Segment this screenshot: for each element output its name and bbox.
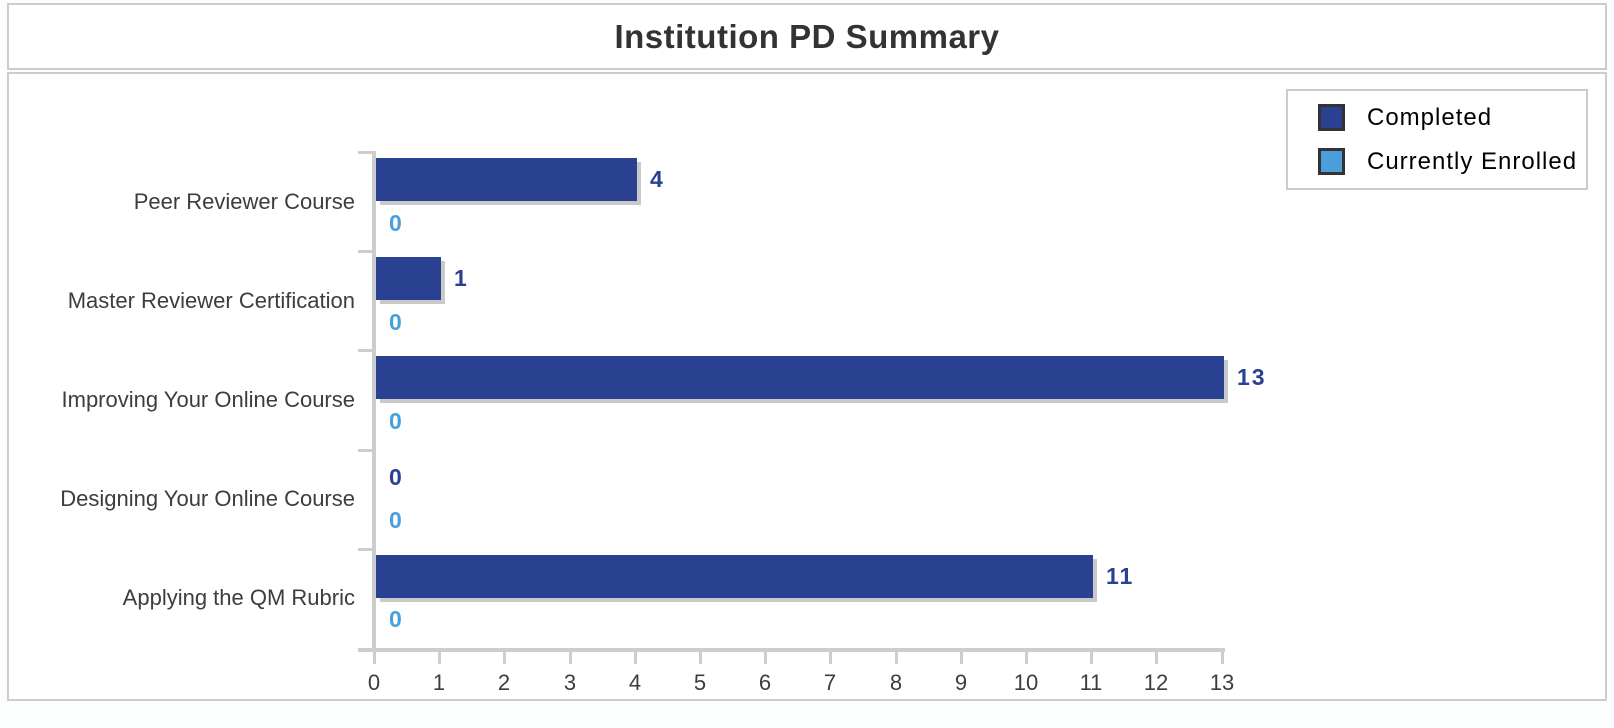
legend-item-completed: Completed — [1318, 103, 1586, 133]
x-tick — [1025, 648, 1028, 664]
x-tick — [634, 648, 637, 664]
bar-completed — [376, 257, 441, 300]
chart-panel: Peer Reviewer Course 4 0 Master Reviewer Ce… — [7, 72, 1607, 701]
y-tick — [358, 548, 376, 551]
legend-label: Currently Enrolled — [1367, 147, 1578, 175]
x-tick-label: 0 — [367, 670, 381, 695]
legend-label: Completed — [1367, 103, 1493, 131]
value-label-currently-enrolled: 0 — [389, 507, 404, 533]
value-label-completed: 0 — [389, 464, 404, 490]
x-tick-label: 9 — [954, 670, 968, 695]
value-label-currently-enrolled: 0 — [389, 408, 404, 434]
x-tick — [764, 648, 767, 664]
x-tick — [569, 648, 572, 664]
legend-item-currently-enrolled: Currently Enrolled — [1318, 147, 1586, 177]
x-tick — [699, 648, 702, 664]
x-tick-label: 3 — [563, 670, 577, 695]
value-label-completed: 13 — [1237, 364, 1267, 390]
category-label: Master Reviewer Certification — [67, 287, 355, 313]
legend-swatch-currently-enrolled — [1318, 148, 1345, 175]
x-tick-label: 7 — [823, 670, 837, 695]
x-tick-label: 10 — [1013, 670, 1039, 695]
x-tick-label: 5 — [693, 670, 707, 695]
category-label: Peer Reviewer Course — [133, 188, 355, 214]
bar-completed — [376, 158, 637, 201]
x-tick — [829, 648, 832, 664]
x-tick-label: 13 — [1209, 670, 1235, 695]
x-tick-label: 12 — [1143, 670, 1169, 695]
bar-completed — [376, 555, 1093, 598]
y-tick — [358, 250, 376, 253]
x-tick — [1221, 648, 1224, 664]
chart-area: Peer Reviewer Course 4 0 Master Reviewer Ce… — [9, 74, 1605, 699]
value-label-completed: 4 — [650, 166, 665, 192]
value-label-currently-enrolled: 0 — [389, 606, 404, 632]
x-axis-line — [358, 648, 1225, 652]
x-tick — [960, 648, 963, 664]
x-tick-label: 4 — [628, 670, 642, 695]
y-axis-line — [372, 152, 376, 648]
x-tick-label: 6 — [758, 670, 772, 695]
chart-title: Institution PD Summary — [614, 17, 1000, 55]
value-label-currently-enrolled: 0 — [389, 309, 404, 335]
x-tick — [1090, 648, 1093, 664]
category-label: Applying the QM Rubric — [122, 585, 355, 611]
legend: Completed Currently Enrolled — [1286, 89, 1588, 190]
legend-swatch-completed — [1318, 104, 1345, 131]
x-tick — [373, 648, 376, 664]
x-tick-label: 1 — [432, 670, 446, 695]
x-tick — [1155, 648, 1158, 664]
category-label: Improving Your Online Course — [61, 386, 356, 412]
x-tick-label: 11 — [1079, 670, 1103, 695]
x-tick-label: 8 — [889, 670, 903, 695]
value-label-completed: 1 — [454, 265, 469, 291]
y-tick — [358, 349, 376, 352]
y-tick — [358, 151, 376, 154]
category-label: Designing Your Online Course — [60, 486, 355, 512]
title-bar: Institution PD Summary — [7, 3, 1607, 70]
y-tick — [358, 449, 376, 452]
x-tick-label: 2 — [497, 670, 511, 695]
x-tick — [895, 648, 898, 664]
value-label-completed: 11 — [1106, 563, 1135, 589]
x-tick — [503, 648, 506, 664]
value-label-currently-enrolled: 0 — [389, 210, 404, 236]
x-tick — [438, 648, 441, 664]
bar-completed — [376, 356, 1224, 399]
